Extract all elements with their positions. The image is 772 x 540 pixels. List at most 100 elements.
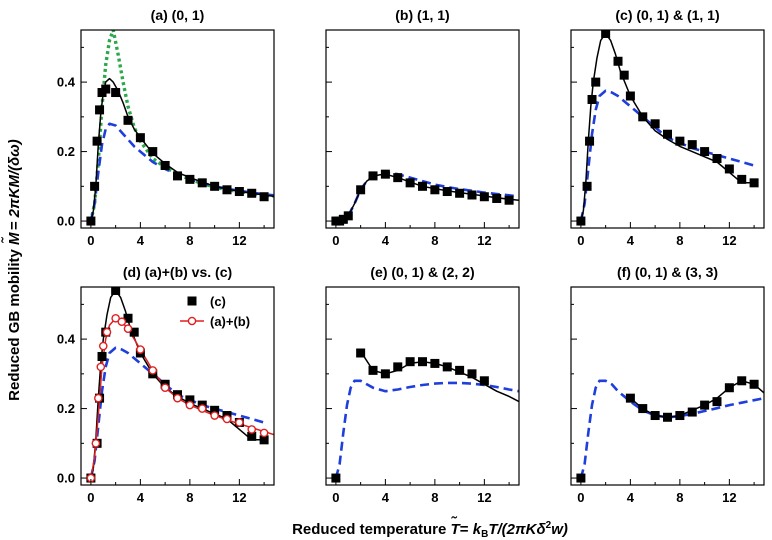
black-line bbox=[629, 380, 764, 419]
black-squares-point bbox=[380, 369, 390, 379]
black-squares-point bbox=[675, 411, 685, 421]
red-circles-point bbox=[91, 439, 101, 448]
black-squares-point bbox=[687, 140, 697, 150]
y-axis bbox=[571, 46, 577, 222]
black-squares-point bbox=[101, 84, 111, 94]
plot-frame bbox=[570, 29, 765, 229]
x-tick-label: 12 bbox=[232, 233, 246, 248]
black-squares-point bbox=[393, 173, 403, 183]
red-circles bbox=[86, 313, 269, 483]
panel-6: (f) (0, 1) & (3, 3) 0 4 8 12 bbox=[570, 264, 765, 505]
black-squares-point bbox=[663, 129, 672, 139]
panel-title: (b) (1, 1) bbox=[395, 7, 449, 23]
black-squares-point bbox=[234, 187, 244, 197]
black-squares-point bbox=[625, 91, 635, 101]
black-squares-point bbox=[576, 216, 586, 226]
panel-title: (e) (0, 1) & (2, 2) bbox=[370, 264, 474, 280]
black-squares-point bbox=[700, 400, 710, 410]
black-squares-point bbox=[92, 136, 102, 146]
legend-marker bbox=[187, 296, 197, 306]
x-tick-label: 0 bbox=[577, 233, 584, 248]
black-squares-point bbox=[619, 70, 629, 80]
black-squares-point bbox=[650, 411, 660, 421]
plot-area bbox=[331, 169, 519, 226]
black-squares-point bbox=[338, 214, 348, 224]
black-squares-point bbox=[650, 119, 660, 129]
black-squares-point bbox=[479, 376, 489, 386]
red-circles-point bbox=[259, 428, 269, 438]
red-line bbox=[90, 317, 274, 479]
black-squares-point bbox=[467, 369, 477, 379]
black-squares-point bbox=[148, 147, 158, 157]
legend: (c) (a)+(b) bbox=[180, 294, 250, 329]
panel-4: (d) (a)+(b) vs. (c) 0 4 8 12 0.0 0.2 0.4 (c) (a)+… bbox=[57, 264, 275, 505]
black-squares-point bbox=[97, 351, 107, 361]
y-tick-label: 0.2 bbox=[57, 144, 75, 159]
black-squares-point bbox=[638, 404, 648, 414]
plot-area bbox=[576, 30, 759, 226]
x-tick-label: 0 bbox=[332, 233, 339, 248]
red-circles-point bbox=[123, 324, 133, 333]
plot-frame bbox=[325, 286, 520, 486]
red-circles-point bbox=[96, 362, 106, 372]
black-squares-point bbox=[700, 147, 710, 157]
black-squares-point bbox=[197, 178, 207, 188]
black-squares-point bbox=[210, 181, 220, 191]
black-squares-point bbox=[247, 431, 257, 441]
x-tick-label: 8 bbox=[186, 233, 193, 248]
black-squares-point bbox=[479, 192, 489, 202]
red-circles-point bbox=[197, 404, 207, 413]
black-squares-point bbox=[222, 185, 232, 195]
black-line bbox=[90, 77, 274, 222]
black-squares-point bbox=[380, 169, 390, 179]
x-axis: 0 4 8 12 bbox=[577, 222, 755, 248]
red-circles-point bbox=[160, 383, 170, 393]
black-squares-point bbox=[687, 407, 697, 417]
red-circles-point bbox=[148, 366, 158, 375]
legend-label: (a)+(b) bbox=[210, 314, 250, 329]
x-axis: 0 4 8 12 bbox=[332, 479, 510, 505]
black-squares-point bbox=[712, 397, 722, 407]
panel-title: (f) (0, 1) & (3, 3) bbox=[617, 264, 718, 280]
blue-dashed bbox=[579, 379, 764, 479]
black-squares-point bbox=[442, 362, 452, 372]
blue-dashed bbox=[334, 379, 519, 479]
black-squares-point bbox=[95, 105, 105, 115]
black-squares-point bbox=[247, 188, 257, 198]
black-squares-point bbox=[749, 178, 759, 188]
red-circles-point bbox=[210, 411, 219, 420]
blue-dashed bbox=[579, 89, 755, 222]
y-axis bbox=[326, 303, 332, 479]
x-axis: 0 4 8 12 bbox=[577, 479, 755, 505]
black-squares-point bbox=[393, 362, 403, 372]
red-circles-point bbox=[173, 393, 182, 403]
black-squares-point bbox=[111, 88, 121, 98]
black-squares-point bbox=[418, 181, 427, 191]
x-tick-label: 0 bbox=[87, 490, 94, 505]
panel-title: (a) (0, 1) bbox=[151, 7, 205, 23]
y-tick-label: 0.0 bbox=[57, 214, 75, 229]
black-squares-point bbox=[442, 187, 452, 197]
red-circles-point bbox=[117, 317, 127, 327]
x-tick-label: 4 bbox=[627, 233, 635, 248]
black-squares-point bbox=[455, 365, 465, 375]
plot-area bbox=[576, 376, 764, 483]
x-axis: 0 4 8 12 bbox=[87, 222, 265, 248]
black-squares-point bbox=[343, 211, 353, 221]
black-squares-point bbox=[587, 94, 597, 104]
x-axis: 0 4 8 12 bbox=[87, 479, 265, 505]
black-squares-point bbox=[467, 190, 477, 200]
black-line bbox=[580, 32, 755, 222]
black-squares-point bbox=[129, 327, 139, 337]
plot-frame bbox=[80, 29, 275, 229]
black-squares-point bbox=[123, 115, 133, 125]
black-squares-point bbox=[160, 160, 170, 170]
black-squares bbox=[576, 376, 759, 483]
black-squares-point bbox=[259, 435, 269, 445]
black-squares-point bbox=[613, 56, 623, 66]
black-squares-point bbox=[368, 365, 378, 375]
black-squares-point bbox=[185, 174, 195, 184]
plot-area bbox=[86, 30, 274, 226]
plot-frame bbox=[325, 29, 520, 229]
black-squares-point bbox=[430, 358, 440, 368]
